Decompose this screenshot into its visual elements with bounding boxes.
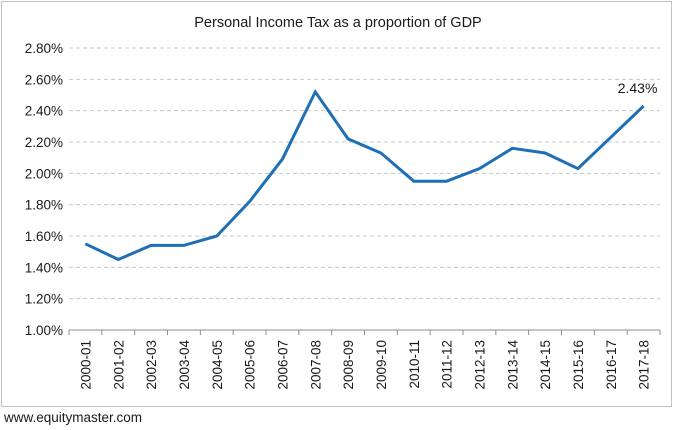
- x-tick-label: 2006-07: [275, 340, 290, 390]
- y-tick-label: 2.20%: [25, 135, 63, 150]
- x-tick-label: 2000-01: [78, 340, 93, 390]
- data-label: 2.43%: [618, 80, 658, 96]
- data-point: [314, 90, 317, 93]
- data-point: [478, 167, 481, 170]
- data-point: [248, 200, 251, 203]
- chart-frame: Personal Income Tax as a proportion of G…: [1, 1, 672, 407]
- data-point: [84, 242, 87, 245]
- x-tick-label: 2014-15: [538, 340, 553, 390]
- data-point: [150, 244, 153, 247]
- x-tick-label: 2013-14: [505, 340, 520, 390]
- x-tick-label: 2008-09: [341, 340, 356, 390]
- x-tick-label: 2005-06: [243, 340, 258, 390]
- x-tick-label: 2004-05: [210, 340, 225, 390]
- data-point: [412, 180, 415, 183]
- x-tick-label: 2011-12: [440, 340, 455, 389]
- data-point: [511, 147, 514, 150]
- chart-title: Personal Income Tax as a proportion of G…: [194, 15, 481, 31]
- y-tick-label: 2.60%: [25, 72, 63, 87]
- y-tick-label: 1.80%: [25, 198, 63, 213]
- y-tick-label: 2.80%: [25, 41, 63, 56]
- data-point: [445, 180, 448, 183]
- y-tick-label: 1.20%: [25, 292, 63, 307]
- data-point: [215, 235, 218, 238]
- x-tick-label: 2012-13: [472, 340, 487, 390]
- y-tick-label: 2.40%: [25, 104, 63, 119]
- x-tick-label: 2017-18: [637, 340, 652, 390]
- data-point: [642, 104, 645, 107]
- x-tick-label: 2007-08: [308, 340, 323, 390]
- y-tick-label: 1.00%: [25, 323, 63, 338]
- data-point: [576, 167, 579, 170]
- data-labels: 2.43%: [618, 80, 658, 96]
- x-tick-label: 2016-17: [604, 340, 619, 390]
- series-line: [84, 88, 645, 262]
- x-tick-label: 2001-02: [111, 340, 126, 390]
- source-text: www.equitymaster.com: [4, 410, 143, 425]
- data-point: [347, 137, 350, 140]
- x-tick-label: 2003-04: [177, 340, 192, 390]
- data-point: [379, 151, 382, 154]
- x-axis: 2000-01 2001-02 2002-03 2003-04 2004-05 2005-…: [68, 329, 661, 390]
- series-layer: [84, 88, 645, 262]
- x-tick-label: 2010-11: [407, 340, 422, 389]
- y-tick-label: 1.40%: [25, 260, 63, 275]
- data-point: [544, 151, 547, 154]
- x-tick-label: 2002-03: [144, 340, 159, 390]
- y-axis: 1.00% 1.20% 1.40% 1.60% 1.80% 2.00% 2.20% 2.40%…: [25, 41, 63, 338]
- x-tick-label: 2015-16: [571, 340, 586, 390]
- data-point: [281, 158, 284, 161]
- grid-lines: [69, 47, 660, 300]
- data-point: [609, 136, 612, 139]
- data-point: [117, 258, 120, 261]
- x-tick-label: 2009-10: [374, 340, 389, 390]
- y-tick-label: 1.60%: [25, 229, 63, 244]
- data-point: [182, 244, 185, 247]
- y-tick-label: 2.00%: [25, 166, 63, 181]
- line-chart: Personal Income Tax as a proportion of G…: [25, 15, 661, 390]
